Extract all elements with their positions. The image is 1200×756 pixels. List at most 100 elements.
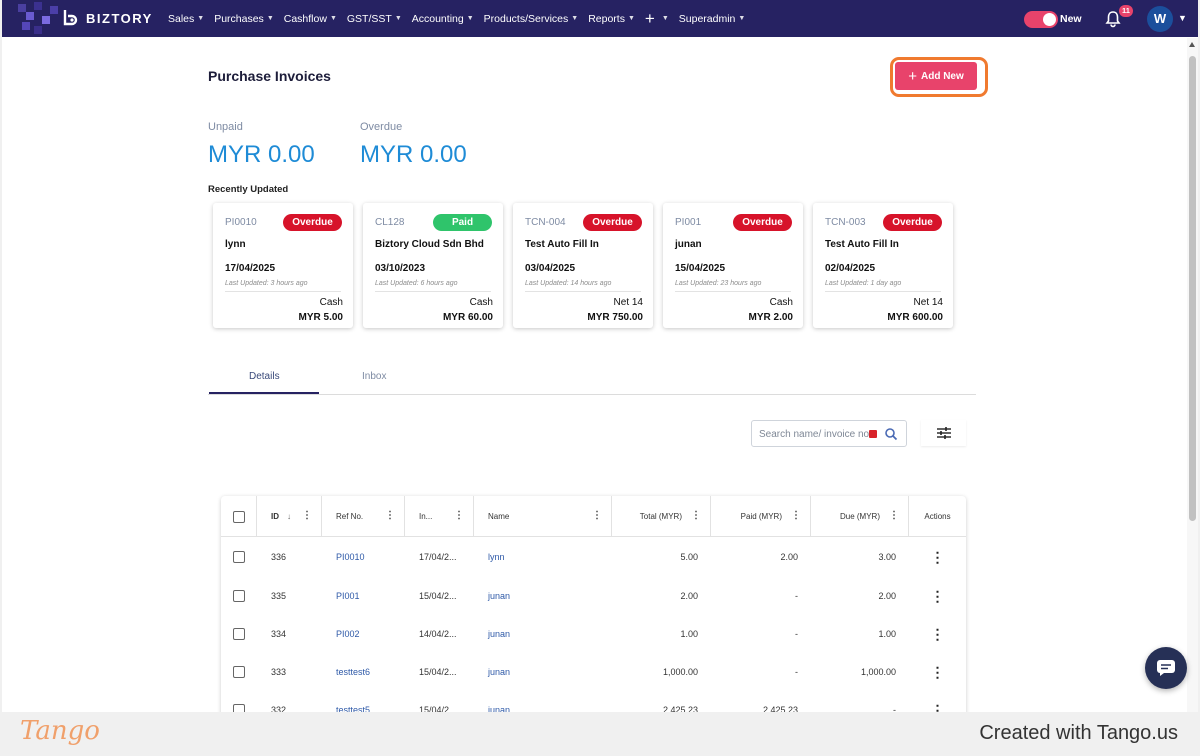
header-total-label: Total (MYR): [639, 512, 682, 521]
row-due: 3.00: [878, 551, 896, 562]
search-input[interactable]: [759, 426, 871, 442]
chevron-down-icon[interactable]: ▼: [1178, 13, 1187, 23]
header-total[interactable]: Total (MYR) ⋮: [612, 496, 711, 537]
chat-button[interactable]: [1145, 647, 1187, 689]
header-id[interactable]: ID ↓ ⋮: [257, 496, 322, 537]
card-payment-term: Cash: [319, 297, 343, 308]
column-menu-icon[interactable]: ⋮: [691, 510, 701, 521]
table-row[interactable]: 333 testtest6 15/04/2... junan 1,000.00 …: [221, 652, 966, 691]
row-name-link[interactable]: junan: [488, 628, 511, 639]
more-vertical-icon[interactable]: ⋮: [930, 548, 945, 565]
menu-reports[interactable]: Reports ▼: [588, 13, 635, 25]
menu-superadmin-label: Superadmin: [678, 12, 736, 25]
header-paid[interactable]: Paid (MYR) ⋮: [711, 496, 811, 537]
menu-products-services[interactable]: Products/Services ▼: [484, 13, 579, 25]
more-vertical-icon[interactable]: ⋮: [930, 625, 945, 642]
row-total: 1.00: [680, 628, 698, 639]
recent-invoice-card[interactable]: TCN-004 Overdue Test Auto Fill In 03/04/…: [513, 203, 653, 328]
card-contact-name: lynn: [225, 239, 246, 250]
menu-gst-sst[interactable]: GST/SST ▼: [347, 13, 402, 25]
brand-logo[interactable]: BIZTORY: [62, 9, 153, 27]
table-row[interactable]: 334 PI002 14/04/2... junan 1.00 - 1.00 ⋮: [221, 614, 966, 653]
recent-invoice-card[interactable]: CL128 Paid Biztory Cloud Sdn Bhd 03/10/2…: [363, 203, 503, 328]
row-name-link[interactable]: junan: [488, 590, 511, 601]
menu-superadmin[interactable]: Superadmin ▼: [679, 13, 746, 25]
menu-purchases[interactable]: Purchases ▼: [214, 13, 274, 25]
app-window: BIZTORY Sales ▼ Purchases ▼ Cashflow ▼ GST/…: [2, 0, 1198, 712]
header-due-label: Due (MYR): [839, 512, 880, 521]
column-menu-icon[interactable]: ⋮: [592, 510, 602, 521]
tabs-divider: [208, 394, 976, 395]
menu-products-services-label: Products/Services: [483, 12, 569, 25]
recent-invoice-card[interactable]: PI001 Overdue junan 15/04/2025 Last Upda…: [663, 203, 803, 328]
column-menu-icon[interactable]: ⋮: [791, 510, 801, 521]
scroll-up-arrow-icon[interactable]: [1189, 42, 1195, 47]
row-checkbox[interactable]: [233, 589, 245, 602]
row-checkbox[interactable]: [233, 665, 245, 678]
user-avatar[interactable]: W: [1147, 6, 1173, 32]
row-name-link[interactable]: lynn: [488, 551, 505, 562]
menu-accounting[interactable]: Accounting ▼: [412, 13, 474, 25]
tab-details[interactable]: Details: [249, 371, 280, 382]
chat-bubble-icon: [1157, 660, 1175, 676]
recently-updated-label: Recently Updated: [208, 184, 289, 195]
row-name-link[interactable]: junan: [488, 704, 511, 713]
table-row[interactable]: 335 PI001 15/04/2... junan 2.00 - 2.00 ⋮: [221, 576, 966, 615]
sort-arrow-icon[interactable]: ↓: [287, 512, 291, 521]
row-ref-link[interactable]: PI001: [336, 590, 360, 601]
menu-cashflow[interactable]: Cashflow ▼: [284, 13, 337, 25]
row-checkbox[interactable]: [233, 703, 245, 712]
menu-cashflow-label: Cashflow: [283, 12, 327, 25]
card-payment-term: Net 14: [913, 297, 943, 308]
tab-inbox[interactable]: Inbox: [362, 371, 387, 382]
table-row[interactable]: 336 PI0010 17/04/2... lynn 5.00 2.00 3.0…: [221, 537, 966, 576]
card-date: 15/04/2025: [675, 263, 726, 274]
header-ref-no[interactable]: Ref No. ⋮: [322, 496, 405, 537]
header-ref-no-label: Ref No.: [336, 512, 364, 521]
header-id-label: ID: [271, 512, 279, 521]
more-vertical-icon[interactable]: ⋮: [930, 663, 945, 680]
recent-invoice-card[interactable]: PI0010 Overdue lynn 17/04/2025 Last Upda…: [213, 203, 353, 328]
row-paid: -: [795, 666, 798, 677]
row-ref-link[interactable]: PI002: [336, 628, 360, 639]
filter-button[interactable]: [921, 420, 966, 446]
menu-sales[interactable]: Sales ▼: [168, 13, 204, 25]
card-contact-name: Test Auto Fill In: [525, 239, 599, 250]
row-checkbox[interactable]: [233, 627, 245, 640]
row-ref-link[interactable]: testtest6: [336, 666, 371, 677]
header-due[interactable]: Due (MYR) ⋮: [811, 496, 909, 537]
new-ui-toggle[interactable]: [1024, 11, 1058, 28]
card-date: 02/04/2025: [825, 263, 876, 274]
recent-invoice-card[interactable]: TCN-003 Overdue Test Auto Fill In 02/04/…: [813, 203, 953, 328]
more-vertical-icon[interactable]: ⋮: [930, 587, 945, 604]
main-menu: Sales ▼ Purchases ▼ Cashflow ▼ GST/SST ▼ Acc…: [168, 0, 755, 37]
page-scrollbar[interactable]: [1187, 38, 1198, 712]
status-badge: Paid: [433, 214, 492, 231]
row-checkbox[interactable]: [233, 550, 245, 563]
header-name[interactable]: Name ⋮: [474, 496, 612, 537]
card-payment-term: Cash: [769, 297, 793, 308]
row-name-link[interactable]: junan: [488, 666, 511, 677]
column-menu-icon[interactable]: ⋮: [302, 510, 312, 521]
row-ref-link[interactable]: testtest5: [336, 704, 371, 713]
column-menu-icon[interactable]: ⋮: [889, 510, 899, 521]
bell-icon[interactable]: [1105, 10, 1121, 28]
card-divider: [825, 291, 941, 292]
scrollbar-thumb[interactable]: [1189, 56, 1196, 521]
column-menu-icon[interactable]: ⋮: [454, 510, 464, 521]
menu-quick-add[interactable]: + ▼: [645, 10, 669, 27]
card-invoice-id: TCN-003: [825, 217, 866, 228]
row-paid: -: [795, 628, 798, 639]
header-invoice-date[interactable]: In... ⋮: [405, 496, 474, 537]
card-last-updated: Last Updated: 6 hours ago: [375, 280, 458, 287]
chevron-down-icon: ▼: [661, 15, 669, 22]
search-icon[interactable]: [884, 427, 898, 441]
row-ref-link[interactable]: PI0010: [336, 551, 365, 562]
menu-reports-label: Reports: [588, 12, 625, 25]
column-menu-icon[interactable]: ⋮: [385, 510, 395, 521]
select-all-checkbox[interactable]: [232, 510, 245, 523]
add-new-button[interactable]: + Add New: [895, 62, 977, 90]
chevron-down-icon: ▼: [266, 15, 274, 22]
table-row[interactable]: 332 testtest5 15/04/2... junan 2,425.23 …: [221, 690, 966, 712]
more-vertical-icon[interactable]: ⋮: [930, 701, 945, 713]
